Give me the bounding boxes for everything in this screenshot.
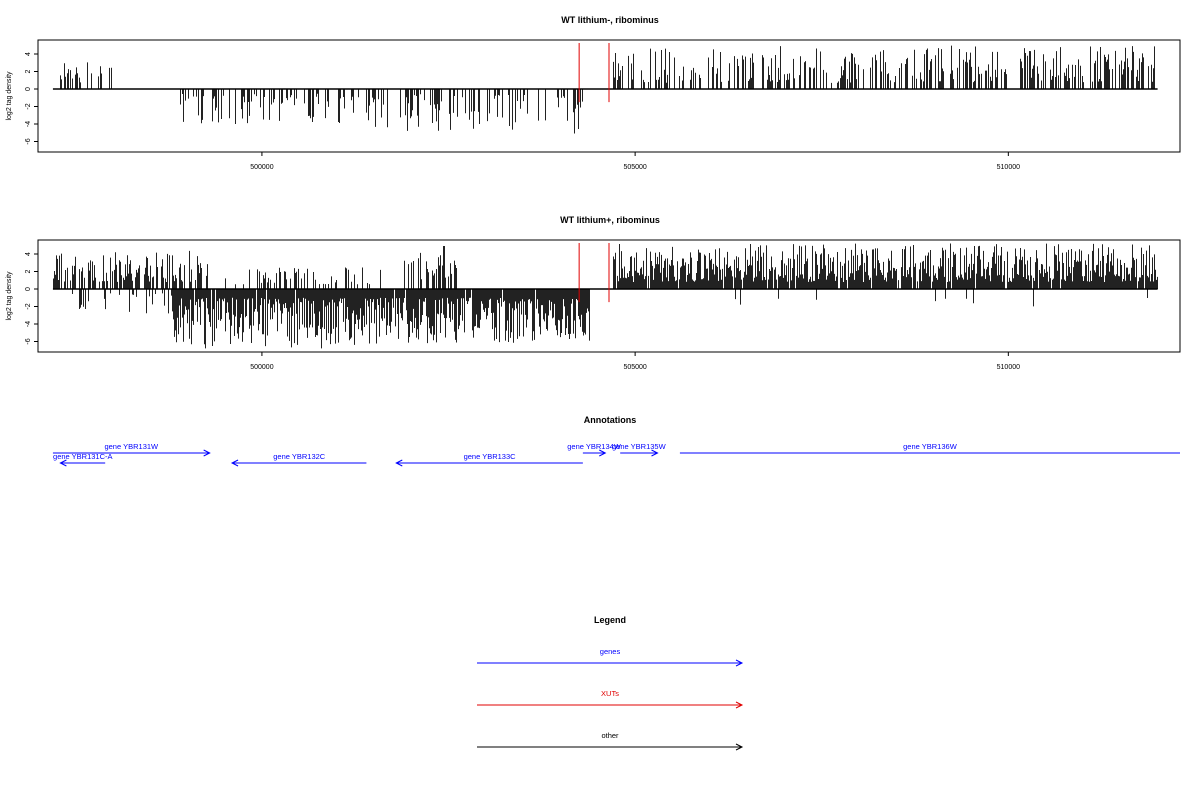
panel2-y-axis-label: log2 tag density <box>6 271 13 321</box>
x-tick-label: 510000 <box>997 164 1020 171</box>
panel-lithium-plus: WT lithium+, ribominus log2 tag density … <box>6 215 1181 371</box>
legend-label: XUTs <box>601 689 619 698</box>
y-tick-label: 4 <box>25 52 32 56</box>
y-tick-label: -4 <box>25 121 32 127</box>
y-tick-label: 0 <box>25 87 32 91</box>
y-tick-label: -6 <box>25 338 32 344</box>
gene-arrowhead <box>651 449 659 457</box>
x-tick-label: 500000 <box>250 164 273 171</box>
y-tick-label: -2 <box>25 103 32 109</box>
gene-label: gene YBR131C-A <box>53 452 112 461</box>
panel-lithium-minus: WT lithium-, ribominus log2 tag density … <box>6 15 1181 171</box>
y-tick-label: -2 <box>25 303 32 309</box>
annotations-title: Annotations <box>584 415 637 425</box>
legend-items: genes XUTs other <box>477 647 744 751</box>
panel1-density-bars <box>60 45 1155 134</box>
x-tick-label: 510000 <box>997 364 1020 371</box>
gene-label: gene YBR136W <box>903 442 958 451</box>
y-tick-label: 2 <box>25 69 32 73</box>
legend-label: genes <box>600 647 621 656</box>
panel1-plot-frame <box>37 39 1181 153</box>
y-tick-label: 2 <box>25 269 32 273</box>
legend-arrowhead <box>735 701 744 709</box>
gene-arrowhead <box>230 459 239 467</box>
panel1-title: WT lithium-, ribominus <box>561 15 659 25</box>
panel2-density-bars <box>53 243 1158 349</box>
panel2-plot-frame <box>37 239 1181 353</box>
gene-label: gene YBR134W <box>567 442 622 451</box>
legend-arrowhead <box>735 743 744 751</box>
gene-arrowhead <box>59 459 67 467</box>
panel1-y-axis: -6 -4 -2 0 2 4 <box>25 52 38 145</box>
x-tick-label: 505000 <box>623 164 646 171</box>
legend-label: other <box>601 731 619 740</box>
panel2-xut-markers <box>578 243 610 303</box>
gene-label: gene YBR132C <box>273 452 326 461</box>
panel2-x-axis: 500000 505000 510000 <box>250 352 1020 371</box>
panel1-y-axis-label: log2 tag density <box>6 71 13 121</box>
x-tick-label: 505000 <box>623 364 646 371</box>
gene-arrowhead <box>203 449 211 457</box>
gene-arrowhead <box>395 459 403 467</box>
gene-label: gene YBR131W <box>104 442 159 451</box>
gene-arrowhead <box>599 449 607 457</box>
x-tick-label: 500000 <box>250 364 273 371</box>
y-tick-label: 4 <box>25 252 32 256</box>
panel2-y-axis: -6 -4 -2 0 2 4 <box>25 252 38 345</box>
panel1-xut-markers <box>578 43 610 103</box>
panel1-x-axis: 500000 505000 510000 <box>250 152 1020 171</box>
panel2-title: WT lithium+, ribominus <box>560 215 660 225</box>
y-tick-label: -6 <box>25 138 32 144</box>
legend-arrowhead <box>735 659 744 667</box>
gene-label: gene YBR133C <box>464 452 517 461</box>
legend-title: Legend <box>594 615 626 625</box>
legend: Legend genes XUTs other <box>477 615 744 751</box>
gene-label: gene YBR135W <box>612 442 667 451</box>
y-tick-label: 0 <box>25 287 32 291</box>
y-tick-label: -4 <box>25 321 32 327</box>
